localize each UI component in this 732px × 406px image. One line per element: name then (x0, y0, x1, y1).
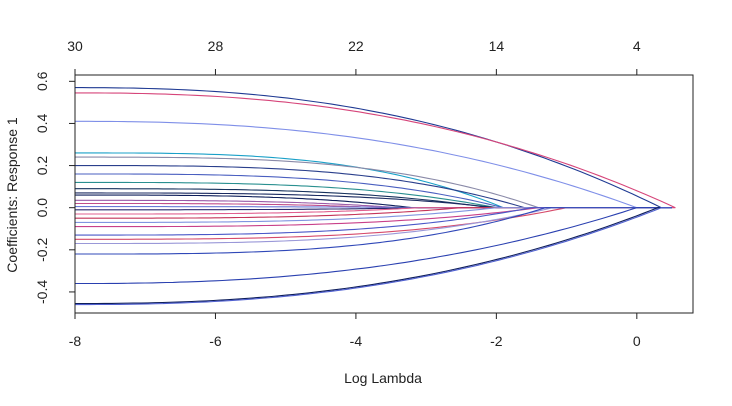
top-tick-label: 22 (348, 38, 364, 54)
series-line (75, 207, 672, 228)
series-line (75, 207, 672, 223)
top-tick-label: 28 (208, 38, 224, 54)
series-line (75, 207, 672, 285)
watermark-sub: @稀土掘金技术社区 (583, 379, 700, 395)
series-line (75, 207, 672, 305)
top-tick-label: 14 (489, 38, 505, 54)
x-tick-label: 0 (633, 333, 641, 349)
series-line (75, 192, 672, 209)
series-line (75, 207, 672, 255)
series-line (75, 207, 672, 215)
series-line (75, 156, 672, 209)
series-line (75, 120, 672, 209)
series-layer (75, 87, 676, 306)
series-line (75, 87, 672, 209)
series-line (75, 92, 676, 209)
series-line (75, 188, 672, 209)
x-tick-label: -6 (209, 333, 222, 349)
top-tick-label: 30 (67, 38, 83, 54)
series-line (75, 181, 672, 209)
watermark-brand: 拓端数据部落 (604, 360, 706, 380)
series-line (75, 207, 672, 245)
y-tick-label: 0.4 (34, 114, 50, 134)
top-tick-label: 4 (633, 38, 641, 54)
x-tick-label: -4 (350, 333, 363, 349)
series-line (75, 207, 672, 236)
series-line (75, 206, 672, 209)
series-line (75, 194, 672, 209)
series-line (75, 202, 672, 209)
x-tick-label: -2 (490, 333, 503, 349)
series-line (75, 207, 672, 211)
y-axis-title: Coefficients: Response 1 (4, 117, 20, 273)
series-line (75, 152, 672, 209)
plot-frame (74, 74, 694, 314)
series-line (75, 199, 672, 209)
watermark-url: https://blog.csdn.net/ (500, 379, 629, 393)
series-line (75, 207, 672, 219)
y-tick-label: 0.2 (34, 156, 50, 176)
y-tick-label: 0.0 (34, 198, 50, 218)
x-tick-label: -8 (69, 333, 82, 349)
x-axis-title: Log Lambda (344, 370, 422, 386)
wechat-icon (577, 359, 603, 382)
y-tick-label: 0.6 (34, 71, 50, 91)
y-tick-label: -0.4 (34, 280, 50, 304)
axes-layer: -8 -6 -4 -2 0 30 28 22 14 4 -0.4 -0.2 0.0 0.2 0.4 0.6 (34, 38, 694, 349)
series-line (75, 207, 672, 306)
series-line (75, 165, 672, 209)
y-tick-label: -0.2 (34, 238, 50, 262)
series-line (75, 173, 672, 209)
watermark: https://blog.csdn.net/ 拓端数据部落 @稀土掘金技术社区 (500, 359, 706, 395)
